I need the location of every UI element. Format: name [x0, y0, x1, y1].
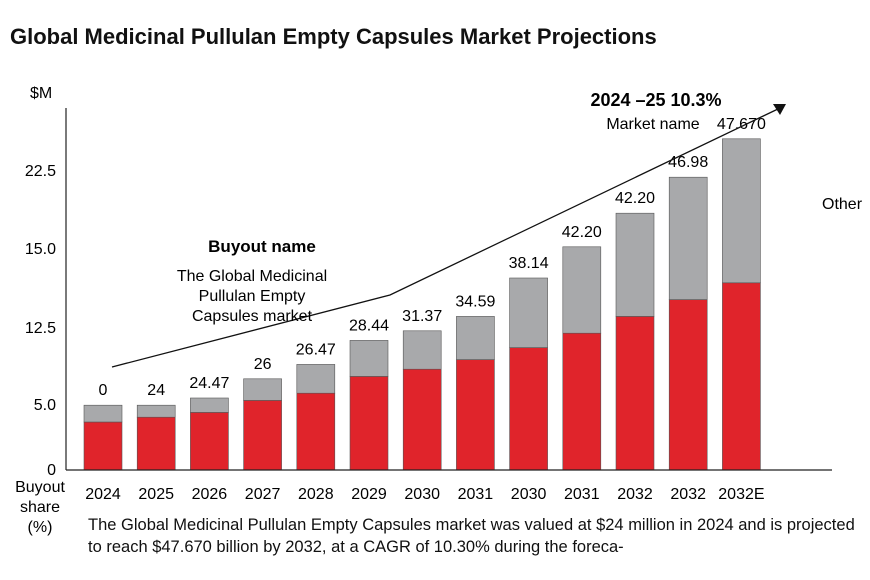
- bar-other-segment: [190, 397, 229, 413]
- bar-value-label: 26: [254, 356, 272, 373]
- cagr-annotation: 2024 –25 10.3%: [590, 90, 721, 110]
- x-tick-label: 2029: [351, 486, 387, 503]
- cagr-subtitle: Market name: [606, 116, 699, 133]
- bar-other-segment: [668, 176, 708, 300]
- bar-value-label: 42.20: [615, 190, 655, 207]
- bar-value-label: 31.37: [402, 308, 442, 325]
- chart-title: Global Medicinal Pullulan Empty Capsules…: [10, 24, 657, 49]
- bar-market-segment: [562, 332, 602, 471]
- x-tick-label: 2024: [85, 486, 121, 503]
- axis-layer: $M 0 5.0 12.5 15.0 22.5: [25, 85, 832, 479]
- bar-value-label: 24.47: [189, 375, 229, 392]
- x-tick-label: 2026: [192, 486, 228, 503]
- bar-value-label: 34.59: [455, 293, 495, 310]
- bar-market-segment: [83, 421, 123, 471]
- bar-market-segment: [296, 392, 336, 471]
- bar-other-segment: [243, 378, 282, 401]
- bar-other-segment: [83, 404, 123, 423]
- y-tick-label: 15.0: [25, 241, 56, 258]
- y-tick-label: 22.5: [25, 163, 56, 180]
- x-tick-label: 2028: [298, 486, 334, 503]
- y-tick-label: 0: [47, 462, 56, 479]
- y-tick-label: 12.5: [25, 320, 56, 337]
- bar-value-label: 38.14: [509, 255, 549, 272]
- bar-value-label: 0: [99, 382, 108, 399]
- bar-value-label: 28.44: [349, 317, 389, 334]
- x-tick-label: 2030: [404, 486, 440, 503]
- x-tick-label: 2032: [670, 486, 706, 503]
- trend-arrowhead: [773, 104, 786, 115]
- y-axis-unit-label: $M: [30, 85, 52, 102]
- x-tick-label: 2025: [138, 486, 174, 503]
- bar-other-segment: [296, 364, 336, 394]
- x-tick-label: 2030: [511, 486, 547, 503]
- bar-market-segment: [722, 282, 761, 471]
- bar-market-segment: [509, 347, 548, 471]
- bar-market-segment: [190, 412, 229, 471]
- label-layer: 0 2024 24 2025 24.47 2026 26 2027 26.47 2028 28.44…: [15, 116, 863, 536]
- bar-other-segment: [722, 138, 761, 284]
- x-tick-label: 2027: [245, 486, 281, 503]
- bar-market-segment: [615, 316, 655, 471]
- bar-other-segment: [402, 330, 442, 370]
- bar-other-segment: [349, 340, 389, 377]
- buyout-description: The Global Medicinal Pullulan Empty Capsul…: [177, 268, 327, 325]
- bar-market-segment: [243, 400, 282, 471]
- buyout-name-heading: Buyout name: [208, 237, 316, 256]
- other-series-label: Other: [822, 196, 863, 213]
- bar-market-segment: [349, 376, 389, 471]
- bar-value-label: 26.47: [296, 341, 336, 358]
- chart-description: The Global Medicinal Pullulan Empty Caps…: [88, 516, 855, 556]
- bar-value-label: 42.20: [562, 224, 602, 241]
- bar-value-label: 24: [147, 382, 165, 399]
- x-tick-label: 2032E: [718, 486, 764, 503]
- bar-market-segment: [456, 359, 495, 471]
- bar-other-segment: [509, 277, 548, 348]
- x-tick-label: 2031: [564, 486, 600, 503]
- bars-layer: [83, 138, 761, 471]
- trend-arrow-line: [111, 107, 781, 368]
- y-tick-label: 5.0: [34, 397, 56, 414]
- bar-other-segment: [456, 316, 495, 360]
- buyout-share-caption: Buyout share (%): [15, 479, 65, 536]
- annotation-layer: Buyout name The Global Medicinal Pullulan …: [111, 90, 786, 368]
- bar-other-segment: [562, 246, 602, 334]
- x-tick-label: 2031: [458, 486, 494, 503]
- bar-market-segment: [136, 416, 176, 471]
- bar-other-segment: [136, 404, 176, 418]
- bar-other-segment: [615, 212, 655, 317]
- bar-market-segment: [402, 368, 442, 471]
- x-tick-label: 2032: [617, 486, 653, 503]
- bar-value-label: 46.98: [668, 154, 708, 171]
- bar-market-segment: [668, 299, 708, 471]
